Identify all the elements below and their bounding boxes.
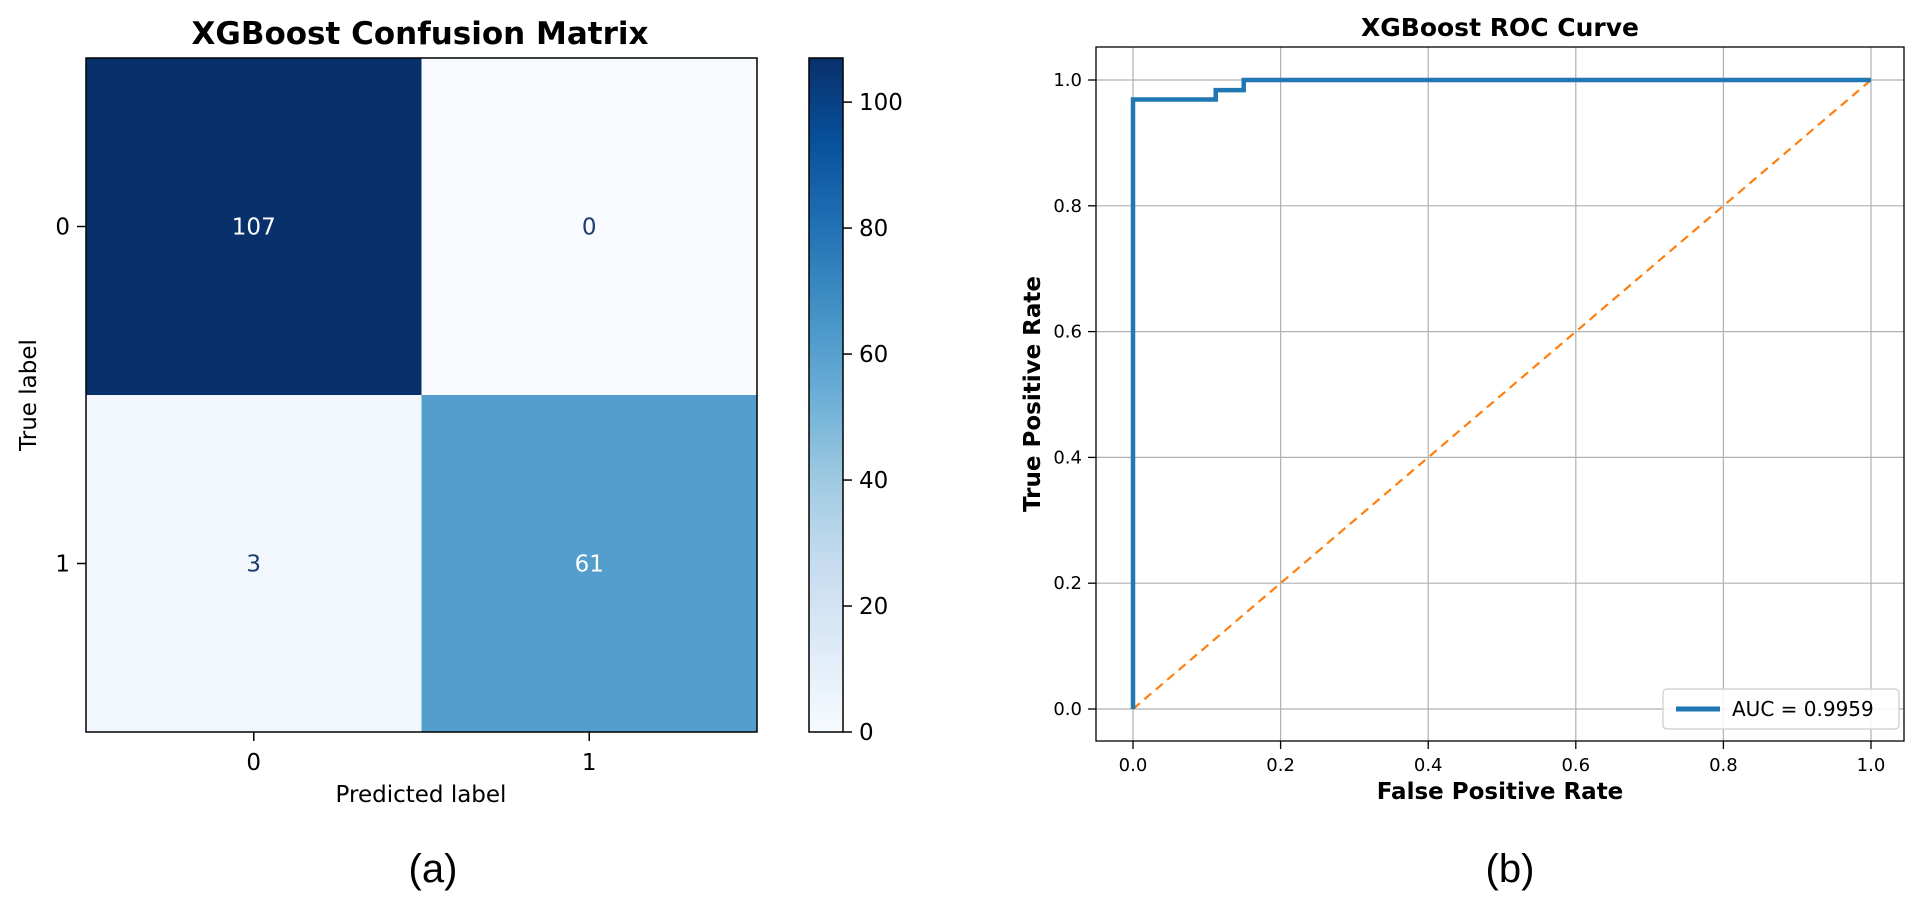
colorbar-tick-label: 80 <box>859 216 888 242</box>
roc-xtick-label: 0.0 <box>1119 755 1148 776</box>
cm-cell <box>86 395 422 733</box>
roc-curve-chart: XGBoost ROC Curve 0.0 0.2 0.4 0.6 0.8 1.00.00… <box>1020 13 1905 891</box>
colorbar-tick-label: 20 <box>859 594 888 620</box>
cm-cells: 107 0 3 61 <box>86 58 758 733</box>
roc-frame <box>1095 46 1905 742</box>
cm-ylabel: True label <box>16 339 42 452</box>
cm-cell-value: 107 <box>232 215 276 241</box>
roc-ylabel: True Positive Rate <box>1020 276 1046 512</box>
cm-xtick-label: 0 <box>246 750 261 776</box>
legend-label: AUC = 0.9959 <box>1732 697 1874 721</box>
roc-xtick-label: 0.2 <box>1266 755 1295 776</box>
roc-ticks: 0.0 0.2 0.4 0.6 0.8 1.0 0.0 0.2 0.4 0.6 0.8 1.0 <box>1053 70 1885 776</box>
cm-cell-value: 0 <box>582 215 597 241</box>
cm-title: XGBoost Confusion Matrix <box>191 16 648 52</box>
cm-cell <box>421 58 758 396</box>
cm-cell-value: 61 <box>575 552 604 578</box>
cm-frame <box>85 57 758 733</box>
colorbar-ticks: 0 20 40 60 80 100 <box>843 90 903 746</box>
cm-xlabel: Predicted label <box>336 782 507 808</box>
cm-ticks: 0 1 0 1 <box>55 215 596 777</box>
confusion-matrix-chart: XGBoost Confusion Matrix 107 0 3 61 0 1 0 1 Pr… <box>16 16 903 891</box>
roc-chance-line <box>1132 79 1872 710</box>
roc-xlabel: False Positive Rate <box>1377 779 1624 805</box>
roc-ytick-label: 0.4 <box>1053 447 1082 468</box>
roc-ytick-label: 0.0 <box>1053 699 1082 720</box>
roc-series <box>1130 77 1872 710</box>
roc-xtick-label: 0.8 <box>1709 755 1738 776</box>
roc-curve-line <box>1130 77 1871 709</box>
roc-xtick-label: 0.6 <box>1561 755 1590 776</box>
cm-cell <box>86 58 422 396</box>
colorbar-gradient <box>808 57 844 733</box>
caption-b: (b) <box>1486 847 1535 891</box>
roc-ytick-label: 0.8 <box>1053 196 1082 217</box>
roc-title: XGBoost ROC Curve <box>1361 13 1639 42</box>
roc-xtick-label: 0.4 <box>1414 755 1443 776</box>
cm-xtick-label: 1 <box>582 750 597 776</box>
cm-ytick-label: 0 <box>55 215 70 241</box>
legend-box <box>1662 688 1900 730</box>
roc-ytick-label: 0.2 <box>1053 573 1082 594</box>
colorbar-tick-label: 40 <box>859 468 888 494</box>
cm-cell <box>421 395 758 733</box>
colorbar-tick-label: 60 <box>859 342 888 368</box>
cm-colorbar: 0 20 40 60 80 100 <box>808 57 903 746</box>
cm-cell-value: 3 <box>246 552 261 578</box>
colorbar-tick-label: 100 <box>859 90 903 116</box>
cm-ytick-label: 1 <box>55 552 70 578</box>
roc-legend: AUC = 0.9959 <box>1662 688 1900 730</box>
roc-xtick-label: 1.0 <box>1857 755 1886 776</box>
caption-a: (a) <box>409 847 458 891</box>
roc-ytick-label: 1.0 <box>1053 70 1082 91</box>
roc-ytick-label: 0.6 <box>1053 322 1082 343</box>
colorbar-tick-label: 0 <box>859 720 874 746</box>
